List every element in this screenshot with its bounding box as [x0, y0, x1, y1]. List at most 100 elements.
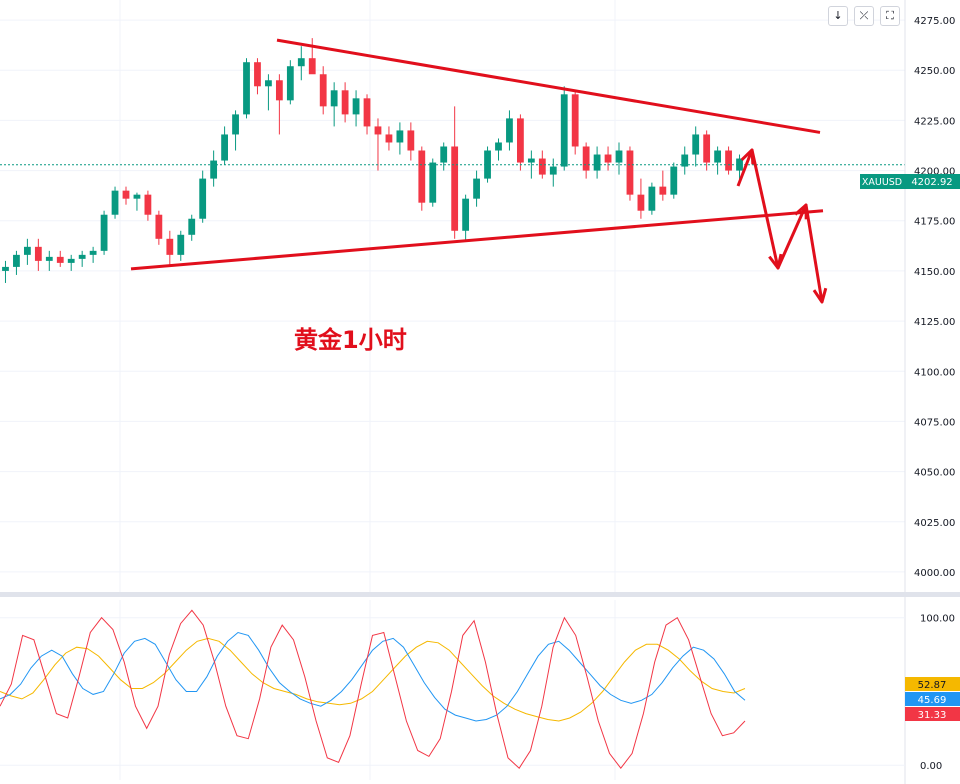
candle-body [341, 90, 349, 115]
candle-body [23, 246, 31, 255]
candle-body [648, 186, 656, 211]
collapse-button[interactable]: ⤫ [854, 6, 874, 26]
collapse-icon: ⤫ [859, 9, 869, 22]
candle-body [78, 254, 86, 259]
candle-body [571, 94, 579, 147]
price-tick-label: 4150.00 [914, 267, 955, 278]
candle-body [210, 160, 218, 179]
fullscreen-button[interactable]: ⛶ [880, 6, 900, 26]
lower-trendline [130, 209, 824, 271]
candle-body [363, 98, 371, 127]
oscillator-value-tag-text: 52.87 [918, 680, 947, 691]
candle-body [308, 58, 316, 75]
candle-body [725, 150, 732, 171]
candle-body [254, 62, 261, 87]
oscillator-line [0, 637, 746, 722]
candle-body [275, 80, 283, 101]
oscillator-value-tag [905, 707, 960, 721]
candles [2, 38, 743, 283]
arrow-down-icon: ↓ [833, 9, 843, 22]
candle-body [692, 134, 700, 155]
oscillator-tick-label: 100.00 [920, 614, 955, 625]
candle-body [396, 130, 404, 143]
price-tick-label: 4050.00 [914, 468, 955, 479]
candle-body [374, 126, 382, 135]
price-tick-label: 4200.00 [914, 167, 955, 178]
candle-body [517, 118, 524, 163]
price-axis: 4275.00 4250.00 4225.00 4200.00 4175.00 4150.… [914, 16, 955, 579]
candle-body [297, 58, 305, 67]
annotations [130, 38, 828, 304]
candle-body [265, 80, 272, 87]
oscillator-value-tag-text: 31.33 [918, 710, 947, 721]
candle-body [100, 214, 108, 251]
candle-body [407, 130, 415, 151]
candle-body [538, 158, 546, 175]
oscillator-tick-label: 0.00 [920, 761, 942, 772]
candle-body [243, 62, 250, 115]
candle-body [615, 150, 623, 163]
candle-body [582, 146, 590, 171]
candle-body [637, 194, 645, 211]
candle-body [188, 218, 196, 235]
upper-trendline [276, 38, 821, 134]
price-tick-label: 4025.00 [914, 518, 955, 529]
candle-body [221, 134, 228, 161]
candle-body [659, 186, 667, 195]
fullscreen-icon: ⛶ [886, 9, 894, 22]
price-tick-label: 4275.00 [914, 16, 955, 27]
candle-body [166, 238, 174, 255]
candle-body [593, 154, 601, 171]
candle-body [45, 256, 53, 261]
price-tick-label: 4225.00 [914, 116, 955, 127]
symbol-tag [860, 174, 905, 189]
candle-body [144, 194, 152, 215]
candle-body [681, 154, 689, 167]
oscillator-line [0, 631, 746, 722]
candle-body [352, 98, 360, 115]
price-tick-label: 4100.00 [914, 367, 955, 378]
candle-body [495, 142, 502, 151]
arrowhead-down-2 [812, 287, 828, 304]
candle-body [199, 178, 207, 219]
candle-body [177, 234, 185, 255]
candle-body [2, 266, 9, 271]
candle-body [670, 166, 678, 195]
candle-body [330, 90, 338, 107]
candle-body [67, 258, 75, 263]
arrowhead-up-2 [794, 203, 808, 220]
candle-body [155, 214, 163, 239]
arrowhead-up-1 [740, 148, 755, 165]
oscillator-axis: 100.00 0.00 [920, 614, 955, 773]
candle-body [319, 74, 327, 107]
candle-body [440, 146, 448, 163]
candle-body [13, 254, 20, 267]
candle-body [385, 134, 393, 143]
arrowhead-down-1 [768, 253, 783, 270]
oscillator-value-tags: 52.87 45.69 31.33 [905, 677, 960, 721]
oscillator-line [0, 609, 746, 770]
candle-body [133, 194, 141, 199]
candle-body [703, 134, 711, 163]
candle-body [527, 158, 535, 163]
candle-body [122, 190, 130, 199]
price-tick-label: 4075.00 [914, 417, 955, 428]
price-tick-label: 4125.00 [914, 317, 955, 328]
candle-body [462, 198, 470, 231]
candle-body [506, 118, 513, 143]
oscillator-lines [0, 609, 746, 770]
last-price-tag [905, 174, 960, 189]
oscillator-value-tag-text: 45.69 [918, 695, 947, 706]
candle-body [429, 162, 437, 203]
price-tick-label: 4250.00 [914, 66, 955, 77]
scroll-down-button[interactable]: ↓ [828, 6, 848, 26]
candle-body [736, 158, 743, 171]
candle-body [549, 166, 557, 175]
candle-body [418, 150, 426, 203]
candle-body [604, 154, 612, 163]
oscillator-value-tag [905, 677, 960, 691]
candle-body [111, 190, 119, 215]
symbol-tag-text: XAUUSD [862, 177, 902, 188]
